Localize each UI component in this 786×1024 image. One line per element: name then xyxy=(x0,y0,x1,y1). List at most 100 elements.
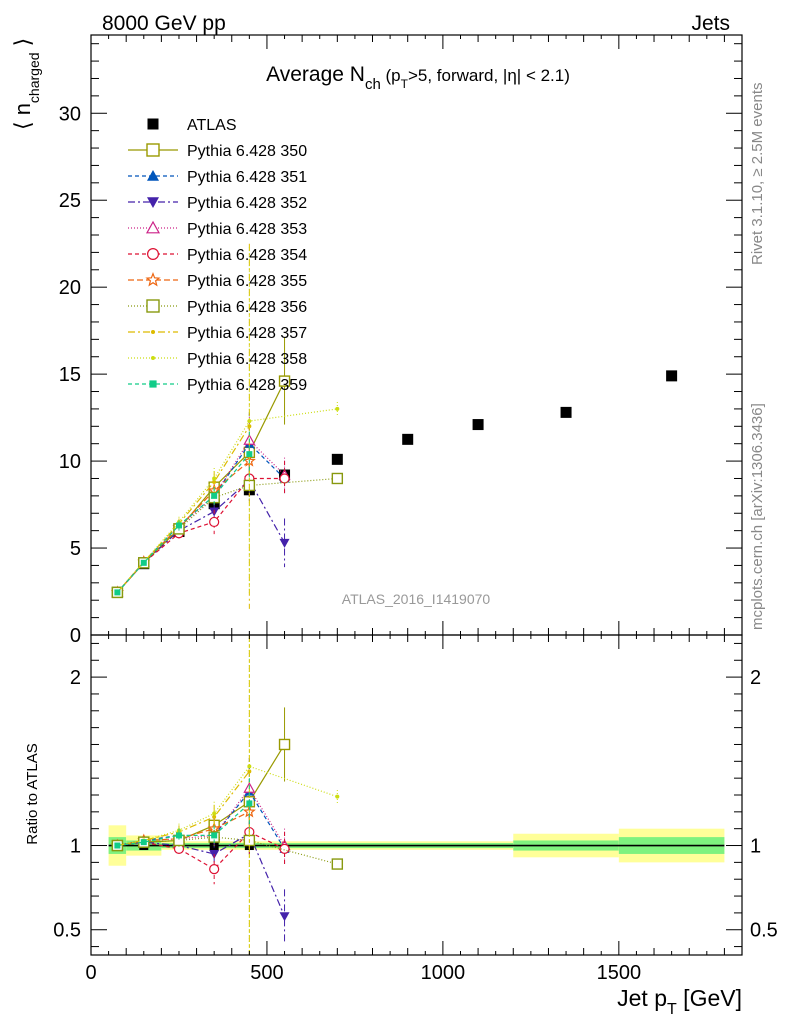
y-tick-label: 5 xyxy=(70,538,81,560)
y-tick-label: 30 xyxy=(59,103,81,125)
marker xyxy=(212,479,217,484)
marker xyxy=(147,248,160,261)
axes: 0 500 1000 1500 0 5 10 15 20 25 30 0.5 0.5 1 1 2 2 xyxy=(53,34,778,984)
legend-label: Pythia 6.428 351 xyxy=(187,169,307,186)
y-tick-label: 15 xyxy=(59,364,81,386)
ratio-y-tick-label: 2 xyxy=(70,667,81,689)
marker xyxy=(331,472,344,485)
ratio-ylabel: Ratio to ATLAS xyxy=(24,743,41,844)
title-sub2: T xyxy=(401,77,409,91)
x-tick-label: 0 xyxy=(85,962,96,984)
legend-entry: Pythia 6.428 359 xyxy=(128,377,307,394)
marker xyxy=(246,800,253,807)
marker xyxy=(175,522,182,529)
legend-entry: Pythia 6.428 358 xyxy=(128,351,307,368)
marker xyxy=(211,832,218,839)
marker xyxy=(209,516,220,528)
marker xyxy=(175,832,182,839)
legend-label: Pythia 6.428 358 xyxy=(187,351,307,368)
marker xyxy=(145,220,161,234)
marker xyxy=(140,839,147,846)
marker xyxy=(151,356,155,360)
ratio-line xyxy=(117,802,250,847)
marker xyxy=(140,559,147,566)
marker xyxy=(212,811,217,816)
marker xyxy=(211,492,218,499)
marker xyxy=(209,864,220,875)
main-line xyxy=(116,408,338,593)
title-main: Average N xyxy=(266,63,365,86)
legend-label: ATLAS xyxy=(187,117,237,134)
marker xyxy=(247,764,252,769)
xlabel: Jet pT [GeV] xyxy=(617,985,742,1018)
legend-label: Pythia 6.428 359 xyxy=(187,377,307,394)
marker xyxy=(278,738,291,751)
marker xyxy=(472,419,484,431)
main-line xyxy=(116,453,250,593)
marker xyxy=(246,451,253,458)
marker xyxy=(247,419,252,424)
ratio-line xyxy=(117,836,338,865)
main-line xyxy=(116,477,285,593)
legend-label: Pythia 6.428 353 xyxy=(187,221,307,238)
main-ylabel: ⟨ ncharged ⟩ xyxy=(10,38,42,130)
legend-entry: Pythia 6.428 351 xyxy=(128,169,307,186)
marker xyxy=(114,589,121,596)
marker xyxy=(335,794,340,799)
mcplots-label: mcplots.cern.ch [arXiv:1306.3436] xyxy=(749,403,766,630)
legend-entry: Pythia 6.428 353 xyxy=(128,220,307,238)
marker xyxy=(402,433,414,445)
series-pythia-6-428-359 xyxy=(114,431,253,849)
legend-label: Pythia 6.428 350 xyxy=(187,143,307,160)
x-tick-label: 500 xyxy=(250,962,283,984)
legend-entry: ATLAS xyxy=(147,117,237,134)
marker xyxy=(114,842,121,849)
main-line xyxy=(116,460,250,593)
xlabel-rest: [GeV] xyxy=(677,985,742,1011)
marker xyxy=(147,118,159,130)
legend-label: Pythia 6.428 354 xyxy=(187,247,307,264)
legend-entry: Pythia 6.428 356 xyxy=(128,299,307,316)
marker xyxy=(279,912,290,922)
y-tick-label: 10 xyxy=(59,451,81,473)
marker xyxy=(331,858,344,870)
y-tick-label: 20 xyxy=(59,277,81,299)
analysis-watermark: ATLAS_2016_I1419070 xyxy=(342,591,491,607)
marker xyxy=(147,197,159,208)
legend-label: Pythia 6.428 355 xyxy=(187,273,307,290)
title-sub: ch xyxy=(365,76,381,93)
legend-entry: Pythia 6.428 350 xyxy=(128,143,307,160)
data-marks xyxy=(110,243,678,955)
legend-entry: Pythia 6.428 357 xyxy=(128,325,307,342)
ratio-y-tick-label: 0.5 xyxy=(53,920,81,942)
ylabel-main: ⟨ n xyxy=(10,103,35,130)
marker xyxy=(212,476,217,481)
marker xyxy=(278,375,291,387)
ratio-y-tick-label: 1 xyxy=(70,836,81,858)
title-rest: (p xyxy=(381,66,401,85)
marker xyxy=(335,406,340,411)
legend-entry: Pythia 6.428 355 xyxy=(128,272,307,290)
marker xyxy=(279,473,290,484)
marker xyxy=(331,453,343,465)
marker xyxy=(151,330,155,334)
y-tick-label: 25 xyxy=(59,190,81,212)
legend-entry: Pythia 6.428 354 xyxy=(128,247,307,264)
x-tick-label: 1000 xyxy=(421,962,466,984)
marker xyxy=(247,769,252,774)
header-right: Jets xyxy=(691,12,730,35)
ratio-y-tick-label-right: 2 xyxy=(750,667,761,689)
header-left: 8000 GeV pp xyxy=(102,12,226,35)
legend: ATLAS Pythia 6.428 350 Pythia 6.428 351 Pyt… xyxy=(128,117,307,394)
marker xyxy=(145,272,161,287)
marker xyxy=(147,170,159,181)
legend-label: Pythia 6.428 357 xyxy=(187,325,307,342)
x-tick-label: 1500 xyxy=(597,962,642,984)
legend-label: Pythia 6.428 352 xyxy=(187,195,307,212)
y-tick-label: 0 xyxy=(70,625,81,647)
rivet-label: Rivet 3.1.10, ≥ 2.5M events xyxy=(749,83,766,266)
marker xyxy=(146,143,160,157)
marker xyxy=(279,538,290,548)
